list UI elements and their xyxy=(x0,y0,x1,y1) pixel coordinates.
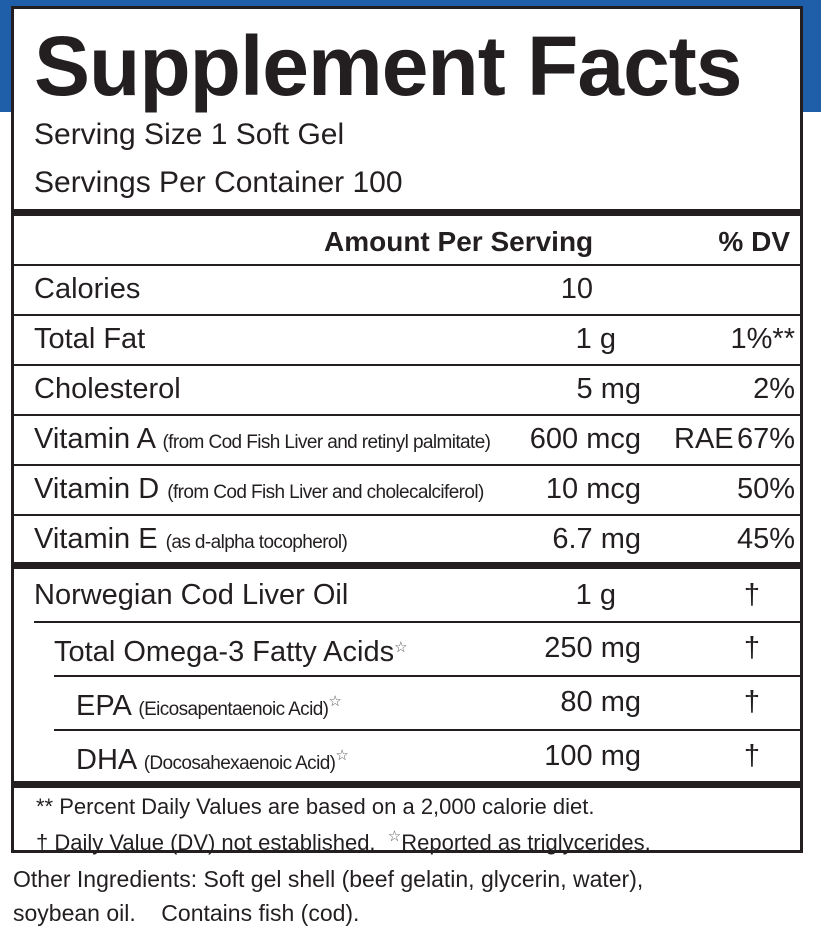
divider-thick xyxy=(14,209,800,216)
nutrient-amount: 10 xyxy=(560,273,593,305)
oil-amount: 80 mg xyxy=(560,686,641,718)
nutrient-amount: 1 g xyxy=(575,323,616,355)
oil-full-name-note: (Eicosapentaenoic Acid) xyxy=(138,699,329,720)
divider xyxy=(14,364,800,366)
divider xyxy=(14,414,800,416)
oil-name: EPA (Eicosapentaenoic Acid)☆ xyxy=(76,690,342,722)
nutrient-name: Cholesterol xyxy=(34,373,181,405)
nutrient-dv: 45% xyxy=(736,523,795,555)
footnote-not-established: † Daily Value (DV) not established. ☆Rep… xyxy=(36,828,651,855)
header-amount-per-serving: Amount Per Serving xyxy=(324,226,594,257)
footnote-daily-values: ** Percent Daily Values are based on a 2… xyxy=(36,794,595,819)
oil-name: Total Omega-3 Fatty Acids☆ xyxy=(54,636,408,668)
nutrient-amount: 10 mcg xyxy=(545,473,641,505)
serving-size: Serving Size 1 Soft Gel xyxy=(34,118,345,151)
divider xyxy=(14,514,800,516)
divider xyxy=(54,675,800,677)
divider xyxy=(14,264,800,266)
nutrient-dv: 50% xyxy=(736,473,795,505)
oil-full-name-note: (Docosahexaenoic Acid) xyxy=(143,753,336,774)
nutrient-unit-rae: RAE xyxy=(674,423,734,455)
oil-amount: 250 mg xyxy=(544,632,641,664)
nutrient-dv: 67% xyxy=(736,423,795,455)
triglyceride-star-icon: ☆ xyxy=(394,639,408,656)
nutrient-amount: 6.7 mg xyxy=(552,523,641,555)
oil-dv: † xyxy=(743,632,761,664)
divider-thick xyxy=(14,562,800,569)
divider xyxy=(34,621,800,623)
nutrient-source-note: (from Cod Fish Liver and retinyl palmita… xyxy=(162,432,491,453)
oil-name: Norwegian Cod Liver Oil xyxy=(34,579,349,611)
triglyceride-star-icon: ☆ xyxy=(387,828,402,845)
oil-dv: † xyxy=(743,579,761,611)
divider xyxy=(54,729,800,731)
oil-name: DHA (Docosahexaenoic Acid)☆ xyxy=(76,744,349,776)
nutrient-name: Total Fat xyxy=(34,323,146,355)
nutrient-dv: 1%** xyxy=(730,323,796,355)
other-ingredients-line1: Other Ingredients: Soft gel shell (beef … xyxy=(13,866,644,892)
nutrient-source-note: (from Cod Fish Liver and cholecalciferol… xyxy=(167,482,484,503)
divider xyxy=(14,314,800,316)
other-ingredients-line2: soybean oil. Contains fish (cod). xyxy=(13,900,360,926)
supplement-facts-panel: Supplement Facts Serving Size 1 Soft Gel… xyxy=(11,6,803,855)
nutrient-amount: 5 mg xyxy=(576,373,641,405)
nutrient-amount: 600 mcg xyxy=(529,423,641,455)
divider-thick xyxy=(14,781,800,788)
triglyceride-star-icon: ☆ xyxy=(328,693,342,710)
header-percent-dv: % DV xyxy=(718,226,790,257)
panel-title: Supplement Facts xyxy=(34,19,742,113)
nutrient-name: Vitamin D (from Cod Fish Liver and chole… xyxy=(34,473,484,505)
divider xyxy=(14,464,800,466)
nutrient-name: Vitamin A (from Cod Fish Liver and retin… xyxy=(34,423,491,455)
oil-dv: † xyxy=(743,740,761,772)
nutrient-name: Vitamin E (as d-alpha tocopherol) xyxy=(34,523,348,555)
oil-dv: † xyxy=(743,686,761,718)
nutrient-source-note: (as d-alpha tocopherol) xyxy=(165,532,348,553)
nutrient-name: Calories xyxy=(34,273,141,305)
servings-per-container: Servings Per Container 100 xyxy=(34,166,403,199)
oil-amount: 100 mg xyxy=(544,740,641,772)
oil-amount: 1 g xyxy=(575,579,616,611)
triglyceride-star-icon: ☆ xyxy=(335,747,349,764)
nutrient-dv: 2% xyxy=(753,373,795,405)
